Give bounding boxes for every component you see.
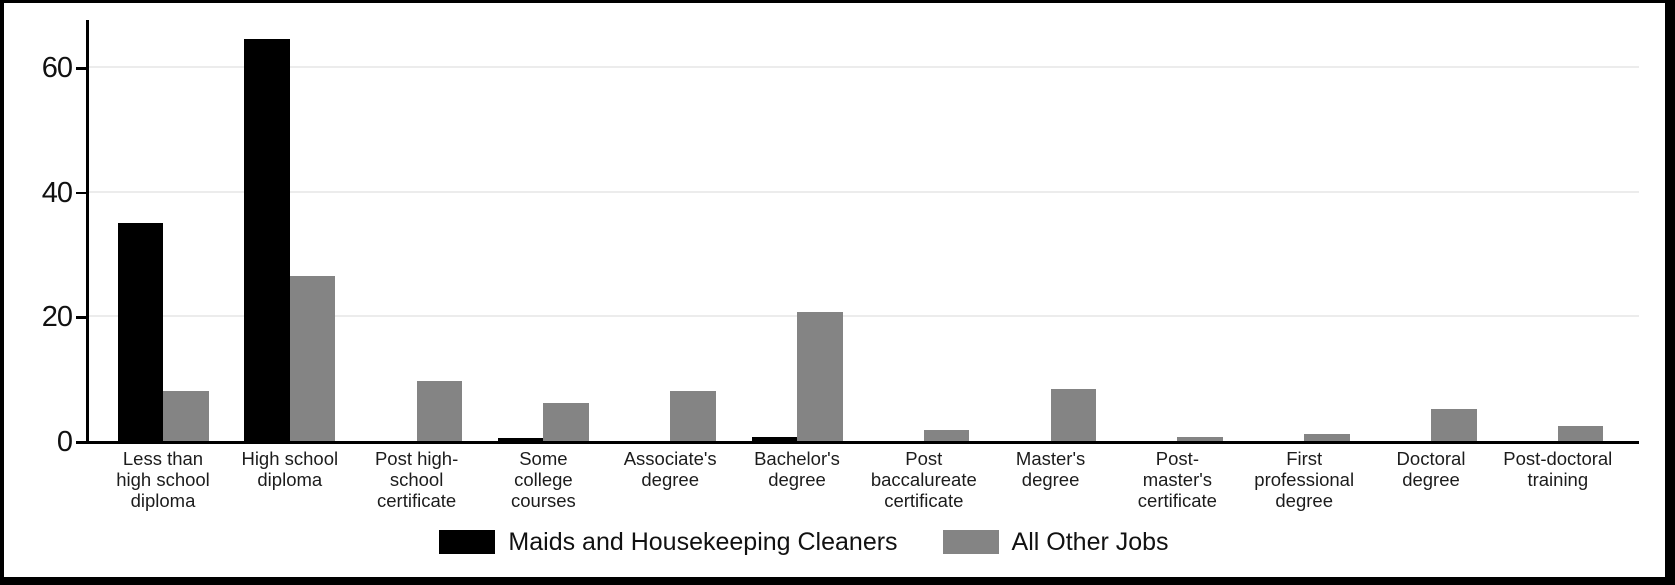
legend-label-other-jobs: All Other Jobs — [1011, 528, 1169, 556]
category-label: Some college courses — [511, 448, 576, 511]
plot-area: 0 20 40 60 Less than high school diploma High … — [4, 3, 1665, 577]
y-tick-label: 0 — [56, 426, 73, 458]
bar-maids — [244, 38, 290, 441]
bar-other-jobs — [1431, 409, 1477, 441]
category-label: Associate's degree — [623, 448, 717, 490]
category-label: High school diploma — [241, 448, 339, 490]
gridline — [86, 315, 1639, 318]
category-label: Post-master's certificate — [1137, 448, 1217, 511]
legend-entry-other-jobs: All Other Jobs — [942, 528, 1169, 556]
bar-other-jobs — [1557, 426, 1604, 441]
bar-other-jobs — [416, 380, 463, 441]
category-label: Post high-school certificate — [374, 448, 459, 511]
bar-other-jobs — [1304, 434, 1350, 441]
bar-maids — [497, 437, 544, 441]
y-tick — [76, 441, 86, 444]
y-axis-line — [86, 20, 89, 444]
y-tick-label: 60 — [41, 52, 73, 85]
bar-other-jobs — [1050, 389, 1097, 441]
category-label: First professional degree — [1254, 448, 1355, 511]
legend-label-maids: Maids and Housekeeping Cleaners — [508, 528, 898, 556]
category-label: Less than high school diploma — [116, 448, 210, 511]
legend-entry-maids: Maids and Housekeeping Cleaners — [439, 528, 898, 556]
category-label: Master's degree — [1015, 448, 1086, 490]
category-label: Doctoral degree — [1396, 448, 1466, 490]
category-label: Post-doctoral training — [1503, 448, 1613, 490]
bar-other-jobs — [1177, 437, 1223, 441]
x-axis-line — [85, 441, 1639, 444]
bar-other-jobs — [923, 430, 970, 441]
gridline — [86, 190, 1639, 193]
bar-other-jobs — [289, 275, 336, 441]
legend: Maids and Housekeeping Cleaners All Othe… — [4, 527, 1604, 557]
bar-maids — [751, 436, 797, 441]
category-label: Post baccalureate certificate — [870, 448, 977, 511]
y-tick — [76, 67, 86, 70]
legend-swatch-maids — [439, 530, 496, 554]
bar-maids — [117, 222, 163, 441]
gridline — [86, 66, 1639, 69]
bar-other-jobs — [797, 311, 843, 441]
bar-other-jobs — [670, 391, 716, 441]
legend-swatch-other-jobs — [942, 530, 999, 554]
category-label: Bachelor's degree — [754, 448, 840, 490]
y-tick — [76, 191, 86, 195]
bar-other-jobs — [543, 402, 589, 441]
y-tick-label: 20 — [41, 301, 73, 334]
y-tick-label: 40 — [41, 176, 73, 209]
bar-other-jobs — [163, 391, 209, 441]
y-tick — [76, 316, 86, 319]
